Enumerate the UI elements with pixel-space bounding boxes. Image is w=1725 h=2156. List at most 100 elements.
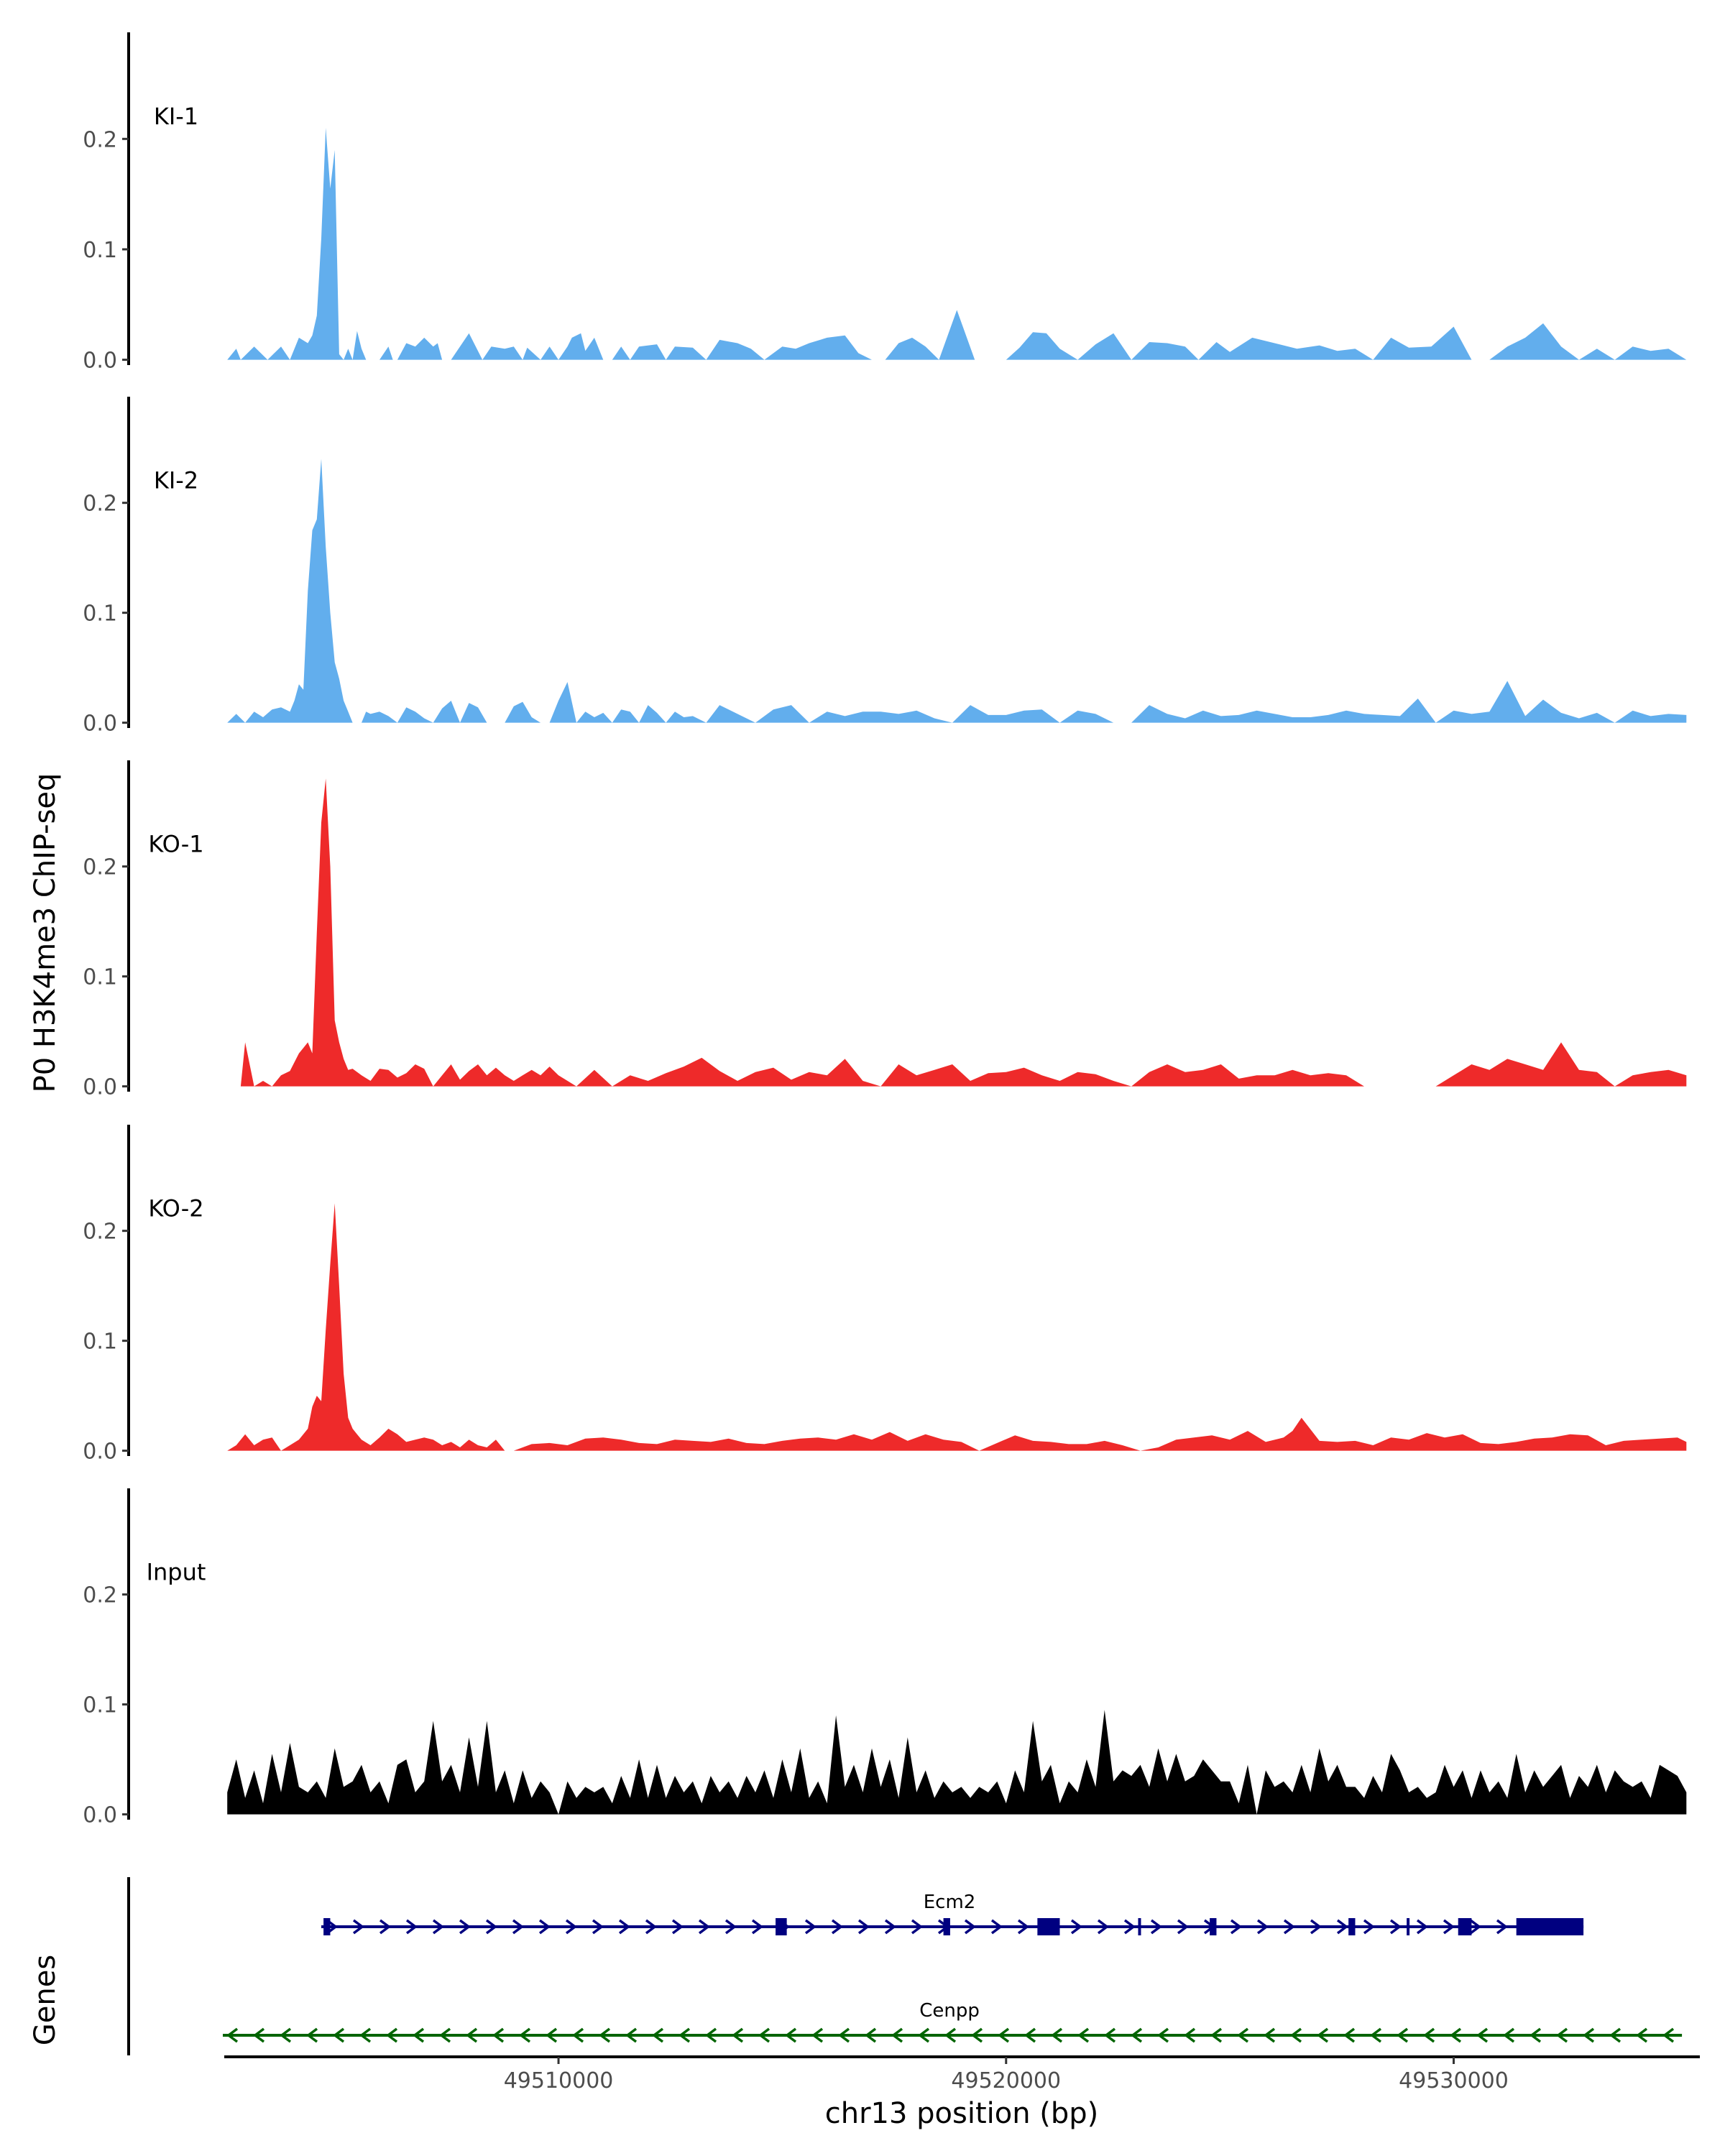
strand-arrow: [466, 2027, 478, 2043]
strand-arrow: [1636, 2027, 1648, 2043]
strand-arrow: [1450, 2027, 1462, 2043]
strand-arrow: [592, 1919, 604, 1935]
strand-arrow: [645, 1919, 657, 1935]
strand-arrow: [1476, 2027, 1489, 2043]
y-tick-label: 0.0: [83, 711, 117, 737]
strand-arrow: [1397, 2027, 1409, 2043]
strand-arrow: [1157, 2027, 1169, 2043]
strand-arrow: [1017, 1919, 1029, 1935]
strand-arrow: [1256, 1919, 1269, 1935]
genes-layer: Ecm2 Cenpp: [127, 1877, 1683, 2055]
strand-arrow: [831, 1919, 843, 1935]
strand-arrow: [432, 1919, 444, 1935]
strand-arrow: [838, 2027, 850, 2043]
strand-arrow: [911, 1919, 923, 1935]
track-input: 0.0 0.1 0.2 Input: [83, 1488, 1687, 1828]
strand-arrow: [811, 2027, 824, 2043]
strand-arrow: [671, 1919, 684, 1935]
strand-arrow: [1423, 2027, 1435, 2043]
y-tick-label: 0.0: [83, 1439, 117, 1465]
signal-area-ki-1: [227, 127, 1687, 360]
exon-block: [776, 1918, 787, 1935]
exon-block: [323, 1918, 331, 1935]
strand-arrow: [1496, 1919, 1508, 1935]
strand-arrow: [1416, 1919, 1428, 1935]
strand-arrow: [804, 1919, 816, 1935]
strand-arrow: [538, 1919, 551, 1935]
strand-arrow: [359, 2027, 372, 2043]
track-ko-1: 0.0 0.1 0.2 KO-1: [83, 760, 1687, 1100]
strand-arrow: [618, 1919, 630, 1935]
strand-arrow: [439, 2027, 451, 2043]
strand-arrow: [884, 1919, 896, 1935]
y-tick-label: 0.1: [83, 965, 117, 990]
strand-arrow: [758, 2027, 770, 2043]
strand-arrow: [352, 1919, 364, 1935]
y-tick-label: 0.1: [83, 238, 117, 263]
track-label-ko-1: KO-1: [148, 830, 203, 857]
track-label-input: Input: [147, 1558, 206, 1585]
strand-arrow: [1317, 2027, 1329, 2043]
strand-arrow: [459, 1919, 471, 1935]
strand-arrow: [333, 2027, 345, 2043]
strand-arrow: [306, 2027, 318, 2043]
strand-arrow: [1184, 2027, 1196, 2043]
strand-arrow: [652, 2027, 664, 2043]
strand-arrow: [1389, 1919, 1402, 1935]
strand-arrow: [678, 2027, 691, 2043]
y-tick-label: 0.1: [83, 1330, 117, 1355]
y-tick-label: 0.2: [83, 127, 117, 152]
track-ki-2: 0.0 0.1 0.2 KI-2: [83, 397, 1687, 737]
strand-arrow: [492, 2027, 505, 2043]
strand-arrow: [698, 1919, 710, 1935]
tracks-layer: 0.00.10.2KI-10.00.10.2KI-20.00.10.2KO-10…: [83, 32, 1687, 1828]
strand-arrow: [405, 1919, 418, 1935]
gene-cenpp: Cenpp: [223, 2000, 1683, 2043]
gene-name-label: Cenpp: [919, 2000, 980, 2022]
track-label-ki-2: KI-2: [154, 466, 198, 494]
strand-arrow: [1469, 1919, 1481, 1935]
strand-arrow: [751, 1919, 763, 1935]
strand-arrow: [1024, 2027, 1036, 2043]
strand-arrow: [625, 2027, 638, 2043]
strand-arrow: [990, 1919, 1003, 1935]
strand-arrow: [280, 2027, 292, 2043]
strand-arrow: [732, 2027, 744, 2043]
strand-arrow: [1556, 2027, 1568, 2043]
strand-arrow: [253, 2027, 265, 2043]
y-tick-label: 0.2: [83, 492, 117, 517]
signal-area-input: [227, 1710, 1687, 1815]
strand-arrow: [1343, 2027, 1356, 2043]
track-label-ko-2: KO-2: [148, 1194, 203, 1222]
track-label-ki-1: KI-1: [154, 103, 198, 130]
strand-arrow: [1336, 1919, 1348, 1935]
strand-arrow: [1123, 1919, 1136, 1935]
y-axis-title: P0 H3K4me3 ChIP-seq: [29, 773, 62, 1093]
track-ki-1: 0.0 0.1 0.2 KI-1: [83, 32, 1687, 374]
strand-arrow: [599, 2027, 611, 2043]
strand-arrow: [1290, 2027, 1302, 2043]
exon-block: [1138, 1918, 1141, 1935]
y-tick-label: 0.2: [83, 1220, 117, 1245]
strand-arrow: [1051, 2027, 1063, 2043]
strand-arrow: [485, 1919, 497, 1935]
strand-arrow: [1237, 2027, 1249, 2043]
strand-arrow: [1363, 1919, 1375, 1935]
strand-arrow: [724, 1919, 737, 1935]
strand-arrow: [785, 2027, 797, 2043]
strand-arrow: [565, 1919, 577, 1935]
strand-arrow: [1583, 2027, 1595, 2043]
strand-arrow: [1070, 1919, 1082, 1935]
y-tick-label: 0.1: [83, 602, 117, 627]
strand-arrow: [1283, 1919, 1295, 1935]
strand-arrow: [705, 2027, 717, 2043]
gene-ecm2: Ecm2: [321, 1892, 1584, 1935]
x-axis-title: chr13 position (bp): [825, 2097, 1099, 2130]
strand-arrow: [1310, 1919, 1322, 1935]
x-tick-label: 49510000: [504, 2068, 614, 2093]
strand-arrow: [1264, 2027, 1276, 2043]
strand-arrow: [1104, 2027, 1116, 2043]
strand-arrow: [1097, 1919, 1109, 1935]
strand-arrow: [1150, 1919, 1162, 1935]
